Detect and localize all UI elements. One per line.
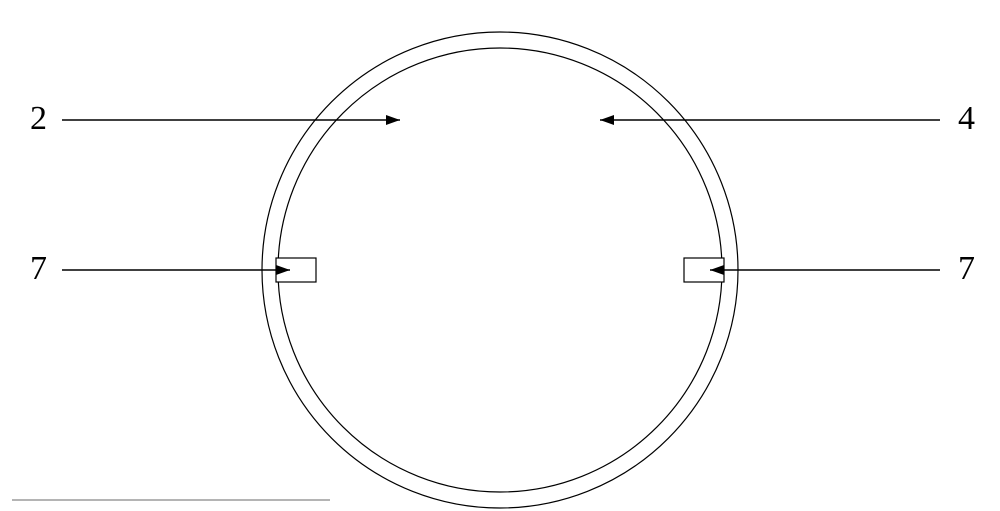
arrow-2-head	[386, 115, 400, 125]
arrow-4-head	[600, 115, 614, 125]
ring-inner	[278, 48, 722, 492]
label-2: 2	[30, 102, 47, 136]
label-7-right: 7	[958, 252, 975, 286]
ring-outer	[262, 32, 738, 508]
label-7-left: 7	[30, 252, 47, 286]
diagram-canvas	[0, 0, 1000, 511]
label-4: 4	[958, 102, 975, 136]
